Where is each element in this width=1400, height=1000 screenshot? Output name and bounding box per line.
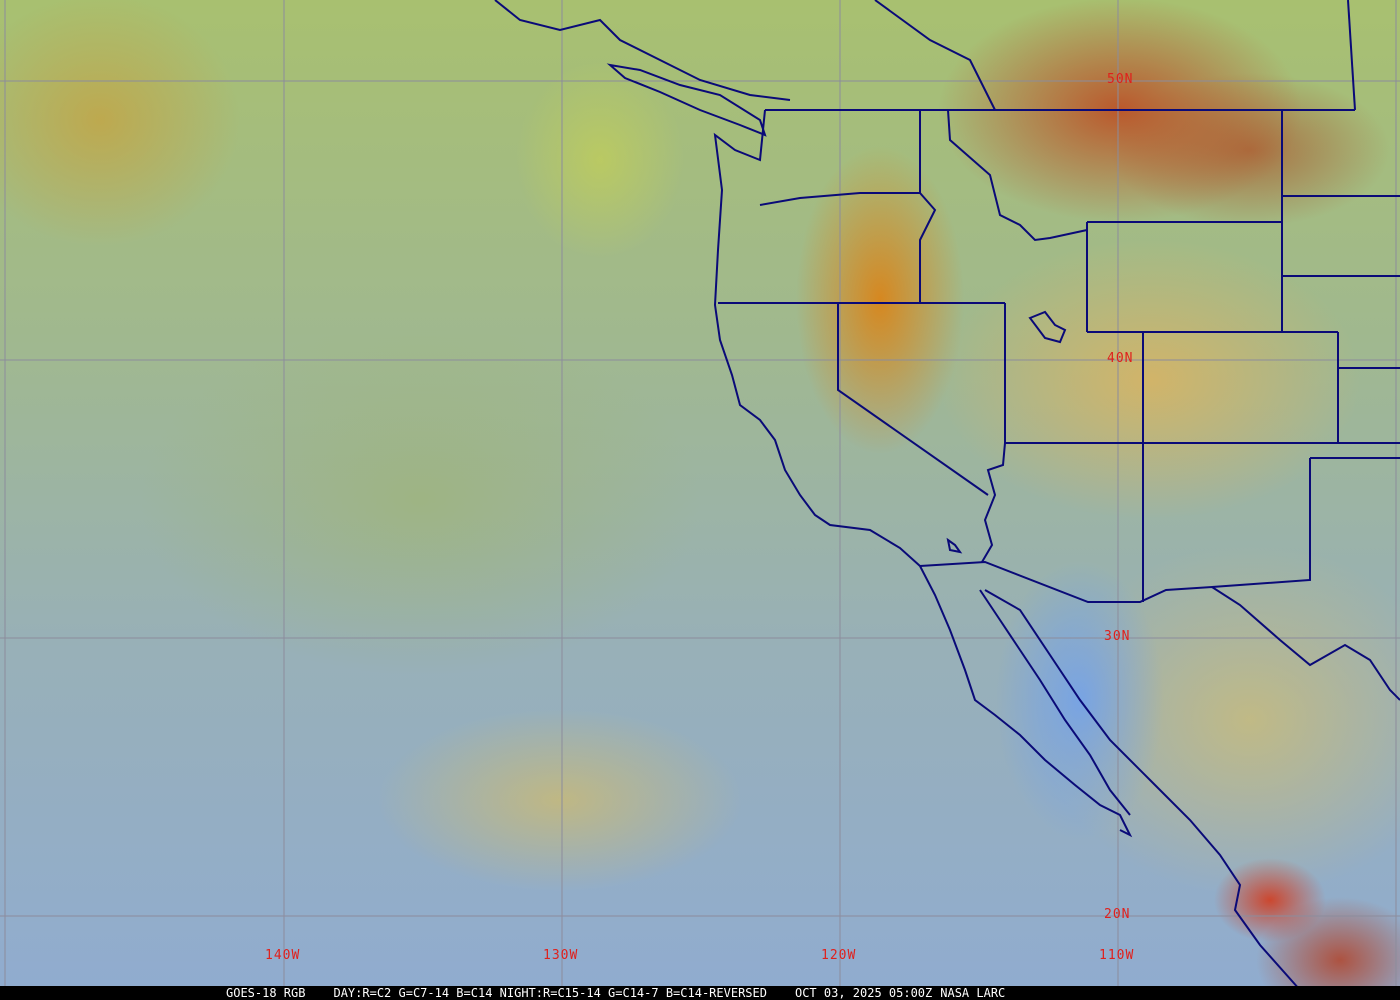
gulf-of-california-west [979,589,1131,816]
lon-label-110w: 110W [1099,948,1135,963]
caption-recipe: DAY:R=C2 G=C7-14 B=C14 NIGHT:R=C15-14 G=… [333,986,767,1000]
lon-label-130w: 130W [543,948,579,963]
border-canada-east [1347,0,1356,111]
lat-label-40n: 40N [1107,351,1134,366]
border-bc-alberta [874,0,996,111]
caption-datetime: OCT 03, 2025 05:00Z [794,986,933,1000]
border-nm-tx [1211,458,1311,588]
border-wa-or [759,192,937,303]
caption-source: NASA LARC [940,986,1006,1000]
lon-label-120w: 120W [821,948,857,963]
image-caption-bar: GOES-18 RGB DAY:R=C2 G=C7-14 B=C14 NIGHT:… [0,986,1400,1000]
pacific-coast [713,109,1133,838]
lat-label-50n: 50N [1107,72,1134,87]
caption-satellite: GOES-18 RGB [226,986,306,1000]
lat-label-20n: 20N [1104,907,1131,922]
border-us-mexico [919,560,1400,701]
vancouver-island [606,63,767,137]
lat-label-30n: 30N [1104,629,1131,644]
border-az-west [981,442,1006,563]
great-salt-lake [1028,310,1067,344]
lon-label-140w: 140W [265,948,301,963]
salton-sea [946,537,963,554]
bc-coast [494,0,791,101]
coastlines-and-borders [494,0,1400,991]
border-id-mt [947,109,1088,242]
mainland-mexico-coast [984,589,1301,991]
border-ca-nv [837,303,989,496]
